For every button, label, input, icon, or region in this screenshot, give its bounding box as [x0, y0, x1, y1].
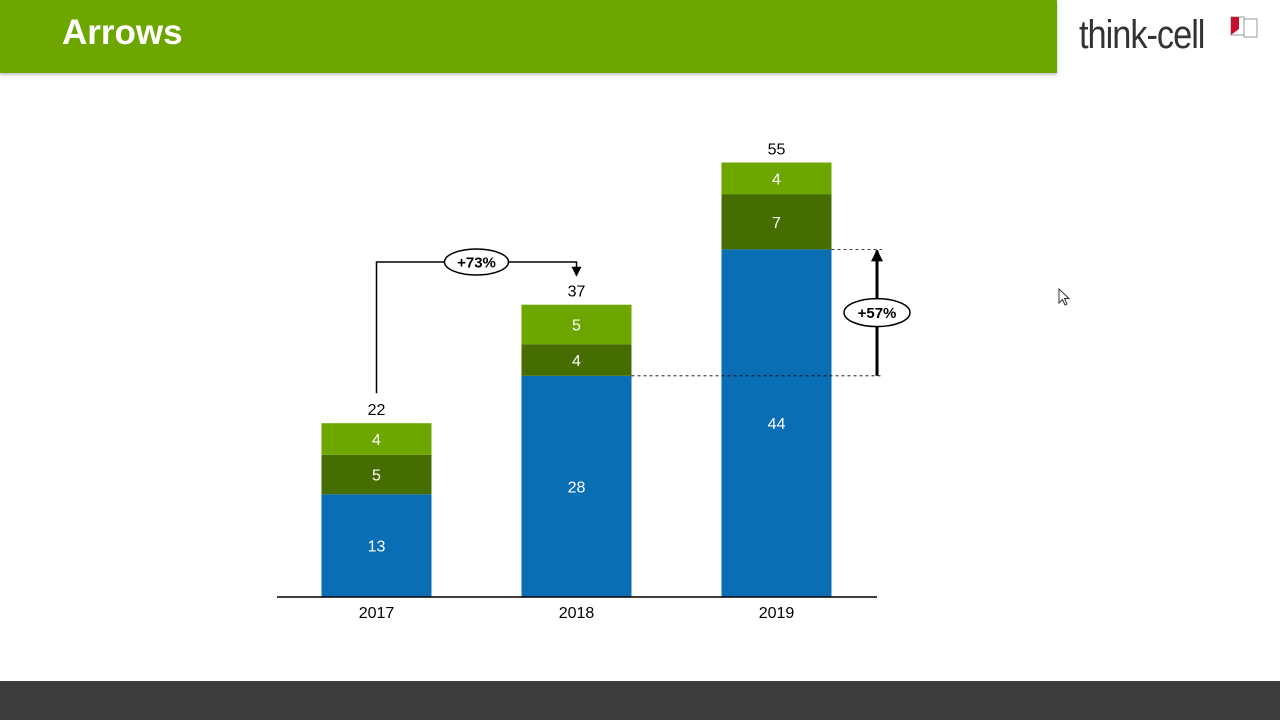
- segment-label-2017-1: 5: [372, 468, 381, 485]
- bar-segment-2018-2: [521, 304, 632, 345]
- bar-segment-2018-1: [521, 344, 632, 376]
- segment-label-2018-2: 5: [572, 317, 581, 334]
- bars-layer: 13 5 4 22 2017 28 4 5 37 2018 44 7 4 55 2019: [321, 142, 832, 622]
- segment-label-2018-0: 28: [568, 479, 586, 496]
- title-bar: Arrows: [0, 0, 1057, 73]
- bar-segment-2019-1: [721, 194, 832, 250]
- think-cell-logo: think-cell: [1079, 12, 1269, 57]
- total-label-2018: 37: [568, 284, 586, 301]
- total-label-2017: 22: [368, 402, 386, 419]
- total-label-2019: 55: [768, 142, 786, 159]
- x-tick-label-2017: 2017: [359, 605, 395, 622]
- segment-label-2018-1: 4: [572, 353, 581, 370]
- growth-bubble-2: [843, 297, 911, 328]
- bar-segment-2017-0: [321, 494, 432, 597]
- bar-segment-2018-0: [521, 375, 632, 597]
- bar-segment-2017-2: [321, 423, 432, 455]
- bar-segment-2017-1: [321, 454, 432, 495]
- logo-mark-icon: [1230, 16, 1258, 38]
- bar-segment-2019-2: [721, 162, 832, 195]
- mouse-cursor-icon: [1058, 288, 1071, 306]
- growth-label-2: +57%: [858, 305, 897, 322]
- logo-text: think-cell: [1079, 13, 1205, 57]
- x-tick-label-2019: 2019: [759, 605, 795, 622]
- annotations-layer: +73% +57%: [375, 248, 911, 394]
- segment-label-2017-2: 4: [372, 432, 381, 449]
- growth-bubble-1: [443, 248, 510, 276]
- growth-label-1: +73%: [457, 255, 496, 272]
- segment-label-2019-0: 44: [768, 416, 786, 433]
- segment-label-2019-2: 4: [772, 171, 781, 188]
- x-tick-label-2018: 2018: [559, 605, 595, 622]
- slide-title: Arrows: [62, 13, 183, 52]
- bar-segment-2019-0: [721, 249, 832, 597]
- segment-label-2017-0: 13: [368, 539, 386, 556]
- footer-bar: [0, 681, 1280, 720]
- segment-label-2019-1: 7: [772, 215, 781, 232]
